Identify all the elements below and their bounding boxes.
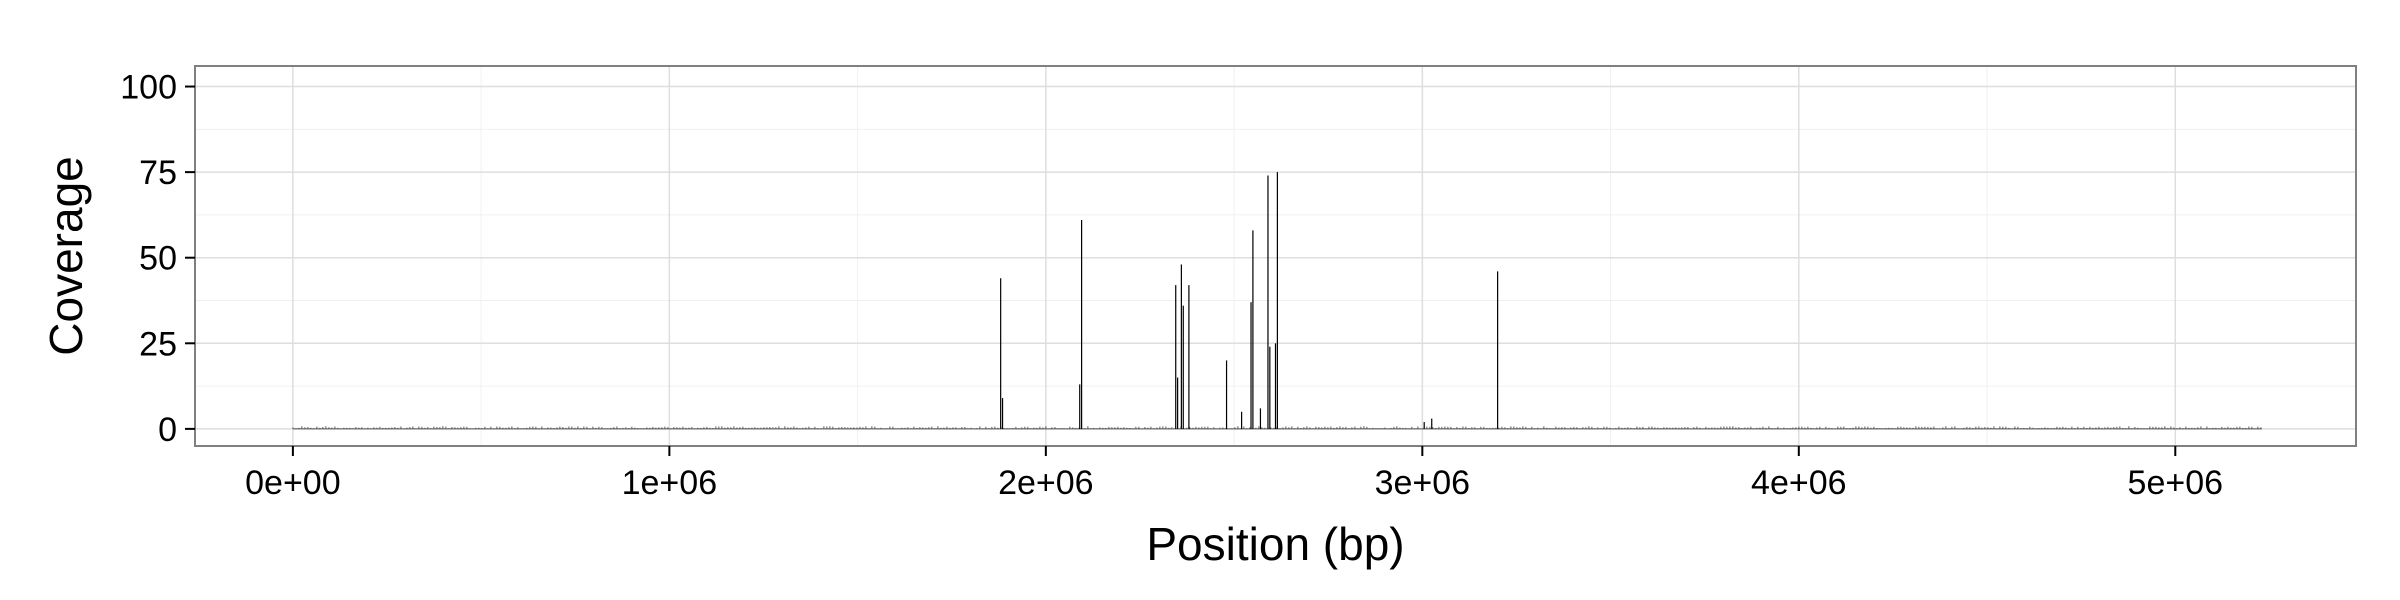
axes: 0e+00 1e+06 2e+06 3e+06 4e+06 5e+06 0 25 50 75 100: [120, 69, 2223, 502]
y-tick-label: 50: [139, 240, 177, 278]
coverage-series: [292, 172, 2262, 430]
y-tick-label: 0: [158, 411, 177, 449]
y-tick-label: 75: [139, 154, 177, 192]
x-tick-label: 0e+00: [245, 464, 341, 502]
x-tick-label: 5e+06: [2128, 464, 2224, 502]
x-tick-label: 4e+06: [1751, 464, 1847, 502]
y-tick-label: 25: [139, 325, 177, 363]
y-tick-label: 100: [120, 69, 177, 107]
x-tick-label: 2e+06: [998, 464, 1094, 502]
x-tick-label: 1e+06: [622, 464, 718, 502]
plot-panel-border: [194, 65, 2357, 447]
x-axis-title: Position (bp): [1146, 518, 1404, 570]
x-tick-label: 3e+06: [1375, 464, 1471, 502]
y-axis-title: Coverage: [40, 156, 92, 355]
